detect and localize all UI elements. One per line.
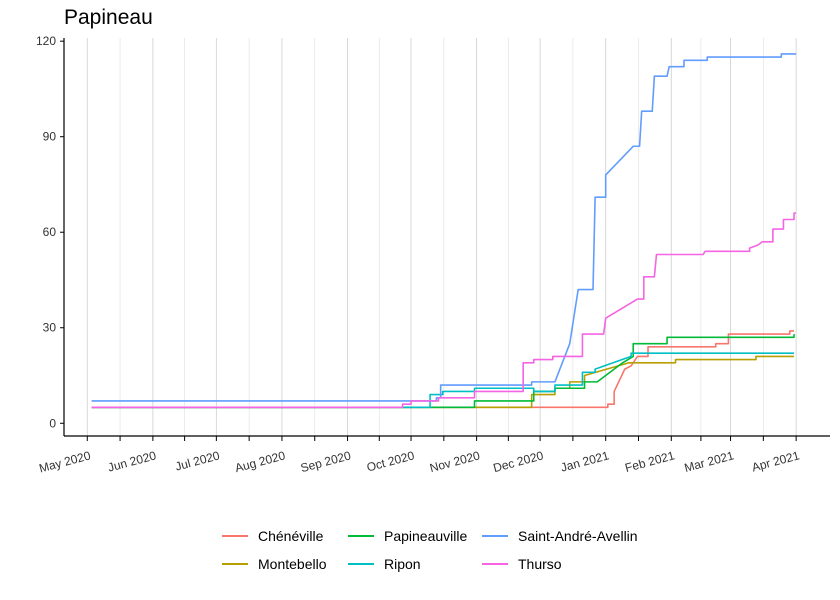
- legend-item: Ripon: [348, 556, 482, 572]
- y-tick-label: 0: [49, 416, 56, 430]
- y-tick-label: 60: [43, 225, 57, 239]
- legend-item: Saint-André-Avellin: [482, 528, 642, 544]
- series-line-thurso: [91, 212, 797, 409]
- x-tick-label: Jul 2020: [174, 448, 222, 473]
- legend-label: Saint-André-Avellin: [518, 528, 638, 544]
- x-tick-label: Mar 2021: [683, 448, 736, 475]
- x-tick-label: Feb 2021: [623, 448, 676, 475]
- legend: Chénéville Papineauville Saint-André-Avell…: [222, 528, 642, 572]
- series-line-papineauville: [91, 334, 795, 409]
- y-tick-label: 30: [43, 321, 57, 335]
- y-tick-label: 120: [36, 34, 56, 48]
- chart-title: Papineau: [64, 6, 153, 29]
- legend-key: [482, 535, 508, 537]
- series-line-montebello: [91, 355, 795, 409]
- legend-key: [222, 535, 248, 537]
- legend-item: Papineauville: [348, 528, 482, 544]
- x-tick-label: May 2020: [38, 448, 93, 475]
- x-tick-label: Jun 2020: [106, 448, 158, 474]
- legend-key: [348, 563, 374, 565]
- series-line-cheneville: [91, 330, 795, 409]
- legend-key: [482, 563, 508, 565]
- legend-key: [222, 563, 248, 565]
- x-tick-label: Nov 2020: [428, 448, 482, 475]
- legend-label: Montebello: [258, 556, 327, 572]
- x-tick-label: Dec 2020: [492, 448, 546, 475]
- axes-layer: 0 30 60 90 120 May 2020 Jun 2020 Jul 2020 Aug 20…: [36, 34, 830, 476]
- x-tick-label: Aug 2020: [233, 448, 287, 475]
- grid-layer: [86, 38, 797, 436]
- legend-item: Chénéville: [222, 528, 348, 544]
- series-layer: [91, 53, 797, 409]
- legend-item: Montebello: [222, 556, 348, 572]
- x-tick-label: Oct 2020: [365, 448, 416, 474]
- x-tick-label: Apr 2021: [750, 448, 801, 474]
- legend-label: Thurso: [518, 556, 562, 572]
- legend-label: Ripon: [384, 556, 421, 572]
- series-line-saint-andre-avellin: [91, 53, 797, 402]
- legend-key: [348, 535, 374, 537]
- x-tick-label: Jan 2021: [559, 448, 611, 474]
- y-tick-label: 90: [43, 130, 57, 144]
- series-line-ripon: [91, 352, 795, 409]
- legend-item: Thurso: [482, 556, 642, 572]
- legend-label: Chénéville: [258, 528, 324, 544]
- x-tick-label: Sep 2020: [299, 448, 353, 475]
- legend-label: Papineauville: [384, 528, 468, 544]
